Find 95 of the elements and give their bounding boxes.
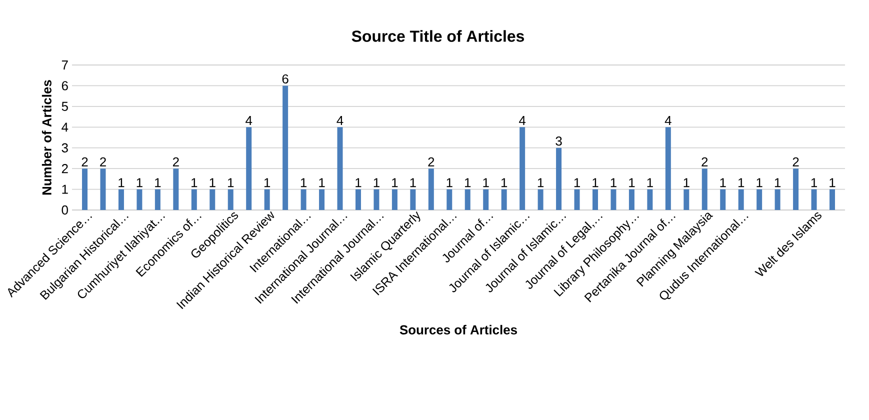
bar	[464, 189, 470, 210]
bar	[82, 168, 88, 210]
bar	[574, 189, 580, 210]
bar	[264, 189, 270, 210]
data-label: 1	[319, 178, 325, 188]
data-label: 1	[592, 178, 598, 188]
data-label: 4	[664, 116, 672, 125]
data-label: 6	[282, 74, 288, 84]
bar	[228, 189, 234, 210]
bar	[738, 189, 744, 210]
data-label: 1	[574, 178, 580, 188]
data-label: 2	[428, 157, 434, 166]
bar	[374, 189, 380, 210]
bar	[246, 127, 252, 210]
y-tick-label: 2	[62, 164, 68, 174]
data-label: 1	[774, 178, 781, 188]
data-label: 1	[210, 178, 216, 188]
bar	[191, 189, 197, 210]
bar	[392, 189, 398, 210]
data-label: 1	[684, 178, 690, 188]
y-tick-label: 6	[62, 81, 68, 90]
bar	[647, 189, 653, 210]
bar	[118, 189, 124, 210]
bar	[154, 189, 160, 210]
y-tick-label: 7	[62, 60, 68, 70]
bar	[410, 189, 416, 210]
bar	[720, 189, 726, 210]
data-label: 4	[336, 116, 344, 125]
y-tick-label: 3	[62, 143, 68, 152]
bar	[665, 127, 671, 210]
data-label: 4	[246, 116, 252, 125]
data-label: 1	[264, 178, 270, 188]
bar	[136, 189, 142, 210]
bar	[355, 189, 361, 210]
bar	[756, 189, 762, 210]
bar	[811, 189, 817, 210]
data-label: 1	[720, 178, 726, 188]
y-tick-label: 5	[62, 102, 68, 111]
data-label: 1	[392, 178, 398, 188]
bar	[282, 86, 288, 210]
data-label: 4	[519, 116, 526, 125]
data-label: 1	[136, 178, 142, 188]
data-label: 1	[483, 178, 489, 188]
bar	[337, 127, 343, 210]
data-label: 1	[647, 178, 653, 188]
y-tick-label: 4	[62, 122, 68, 132]
bar	[501, 189, 507, 210]
bar	[300, 189, 306, 210]
data-label: 3	[556, 136, 562, 146]
bar	[774, 189, 780, 210]
bar	[100, 168, 106, 210]
bar	[556, 148, 562, 210]
data-label: 2	[100, 157, 106, 166]
data-label: 1	[465, 178, 471, 188]
data-label: 1	[756, 178, 762, 188]
x-axis-title: Sources of Articles	[400, 324, 517, 334]
data-label: 1	[118, 178, 124, 188]
y-axis-title: Number of Articles	[42, 80, 52, 195]
y-tick-label: 1	[62, 184, 68, 194]
data-label: 1	[228, 178, 234, 188]
bar	[793, 168, 799, 210]
bar	[446, 189, 452, 210]
bar	[538, 189, 544, 210]
data-label: 1	[410, 178, 416, 188]
data-label: 2	[792, 157, 799, 166]
bar	[428, 168, 434, 210]
chart-title: Source Title of Articles	[352, 30, 524, 42]
data-label: 1	[811, 178, 817, 188]
data-label: 1	[446, 178, 452, 188]
bar	[702, 168, 708, 210]
data-label: 2	[702, 157, 708, 166]
data-label: 1	[738, 178, 744, 188]
bar	[628, 189, 634, 210]
bar	[830, 189, 835, 210]
data-label: 1	[830, 178, 836, 188]
data-label: 1	[155, 178, 161, 188]
bar	[210, 189, 216, 210]
bar	[592, 189, 598, 210]
bar	[520, 127, 526, 210]
data-label: 1	[501, 178, 508, 188]
data-label: 2	[172, 157, 179, 166]
y-tick-label: 0	[62, 205, 68, 215]
data-label: 1	[192, 178, 198, 188]
data-label: 1	[356, 178, 362, 188]
bar	[173, 168, 179, 210]
bar	[684, 189, 690, 210]
bar	[610, 189, 616, 210]
bar	[319, 189, 325, 210]
data-label: 1	[610, 178, 616, 188]
data-label: 1	[300, 178, 307, 188]
data-label: 1	[629, 178, 635, 188]
data-label: 1	[538, 178, 544, 188]
data-label: 2	[82, 157, 88, 166]
bar	[483, 189, 489, 210]
data-label: 1	[374, 178, 380, 188]
